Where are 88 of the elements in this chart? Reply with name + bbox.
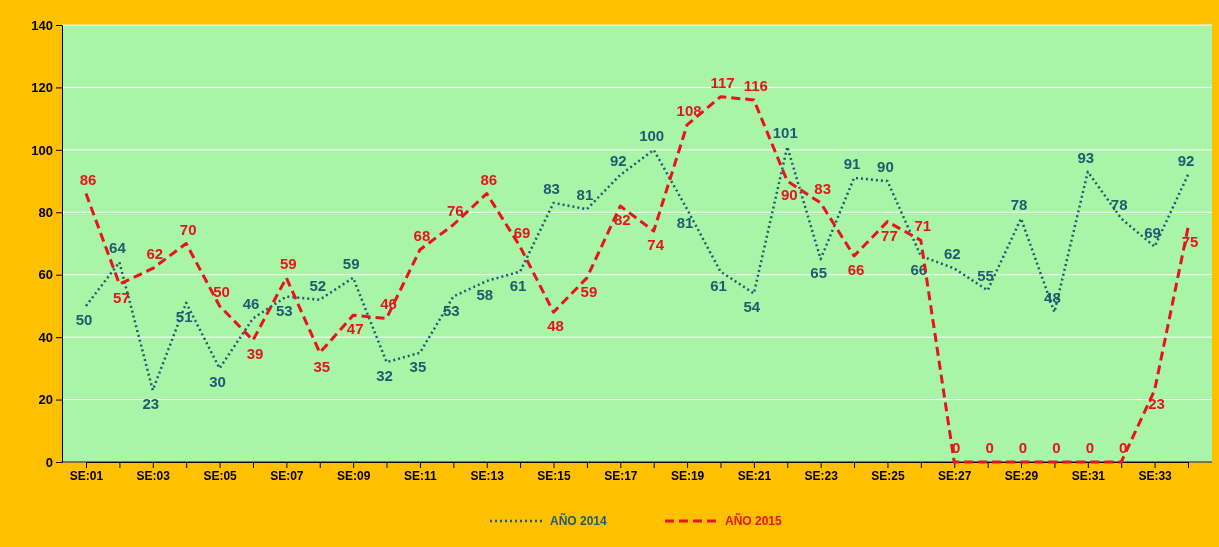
- data-label: 59: [280, 254, 297, 272]
- legend-label: AÑO 2014: [550, 513, 608, 528]
- data-label: 91: [843, 154, 861, 172]
- data-label: 117: [710, 73, 735, 91]
- data-label: 62: [943, 245, 961, 263]
- y-tick-label: 20: [38, 392, 53, 408]
- y-tick-label: 60: [38, 267, 53, 283]
- data-label: 35: [313, 357, 331, 375]
- x-tick-label: SE:03: [136, 468, 171, 483]
- data-label: 48: [547, 317, 564, 335]
- x-tick-label: SE:01: [69, 468, 104, 483]
- data-label: 0: [1052, 439, 1061, 456]
- data-label: 50: [75, 310, 93, 328]
- data-label: 0: [985, 439, 994, 456]
- data-label: 86: [480, 170, 498, 188]
- data-label: 46: [242, 295, 260, 313]
- data-label: 65: [810, 264, 828, 282]
- x-tick-label: SE:19: [670, 468, 705, 483]
- data-label: 59: [580, 282, 598, 300]
- data-label: 59: [342, 254, 360, 272]
- y-tick-label: 140: [31, 17, 53, 33]
- x-tick-label: SE:11: [404, 468, 438, 483]
- legend-label: AÑO 2015: [725, 513, 783, 528]
- data-label: 76: [446, 201, 464, 219]
- y-tick-label: 80: [38, 204, 53, 220]
- data-label: 70: [179, 220, 197, 238]
- data-label: 93: [1077, 148, 1095, 166]
- data-label: 71: [914, 217, 932, 235]
- data-label: 53: [276, 301, 293, 319]
- data-label: 52: [309, 276, 327, 294]
- data-label: 86: [79, 170, 97, 188]
- data-label: 90: [780, 186, 798, 204]
- data-label: 46: [380, 295, 397, 313]
- data-label: 55: [977, 267, 994, 285]
- data-label: 54: [743, 298, 761, 316]
- x-tick-label: SE:13: [470, 468, 505, 483]
- data-label: 78: [1110, 195, 1128, 213]
- data-label: 90: [877, 158, 894, 176]
- x-tick-label: SE:21: [737, 468, 772, 483]
- data-label: 61: [509, 276, 527, 294]
- data-label: 0: [1018, 439, 1028, 456]
- x-tick-label: SE:27: [938, 468, 972, 483]
- data-label: 23: [1148, 395, 1165, 413]
- data-label: 53: [442, 301, 460, 319]
- data-label: 62: [146, 245, 164, 263]
- data-label: 101: [772, 123, 798, 141]
- x-tick-label: SE:15: [537, 468, 572, 483]
- data-label: 64: [109, 239, 127, 257]
- x-tick-label: SE:17: [604, 468, 638, 483]
- data-label: 81: [576, 186, 594, 204]
- data-label: 61: [710, 276, 727, 294]
- data-label: 81: [676, 214, 694, 232]
- y-tick-label: 120: [31, 80, 53, 96]
- data-label: 69: [1144, 223, 1161, 241]
- data-label: 69: [513, 223, 531, 241]
- data-label: 100: [639, 126, 665, 144]
- data-label: 32: [376, 367, 393, 385]
- x-tick-label: SE:05: [203, 468, 238, 483]
- data-label: 92: [1177, 151, 1195, 169]
- y-tick-label: 40: [38, 329, 53, 345]
- data-label: 68: [413, 226, 431, 244]
- data-label: 57: [113, 289, 130, 307]
- data-label: 66: [847, 260, 865, 278]
- data-label: 0: [1085, 439, 1094, 456]
- data-label: 92: [609, 151, 627, 169]
- data-label: 0: [952, 439, 961, 456]
- x-tick-label: SE:31: [1071, 468, 1106, 483]
- x-tick-label: SE:29: [1004, 468, 1039, 483]
- data-label: 77: [881, 226, 898, 244]
- y-tick-label: 100: [31, 142, 53, 158]
- x-tick-label: SE:33: [1138, 468, 1173, 483]
- data-label: 116: [743, 76, 768, 94]
- data-label: 35: [409, 357, 427, 375]
- x-tick-label: SE:09: [336, 468, 371, 483]
- x-tick-label: SE:23: [804, 468, 839, 483]
- x-tick-label: SE:25: [871, 468, 905, 483]
- data-label: 23: [142, 395, 160, 413]
- y-tick-label: 0: [45, 454, 53, 470]
- data-label: 83: [543, 179, 560, 197]
- data-label: 50: [213, 282, 230, 300]
- data-label: 30: [209, 373, 226, 391]
- data-label: 58: [476, 285, 494, 303]
- data-label: 83: [814, 179, 832, 197]
- data-label: 47: [346, 320, 364, 338]
- data-label: 39: [246, 345, 264, 363]
- data-label: 78: [1010, 195, 1028, 213]
- data-label: 74: [647, 236, 665, 254]
- x-tick-label: SE:07: [270, 468, 304, 483]
